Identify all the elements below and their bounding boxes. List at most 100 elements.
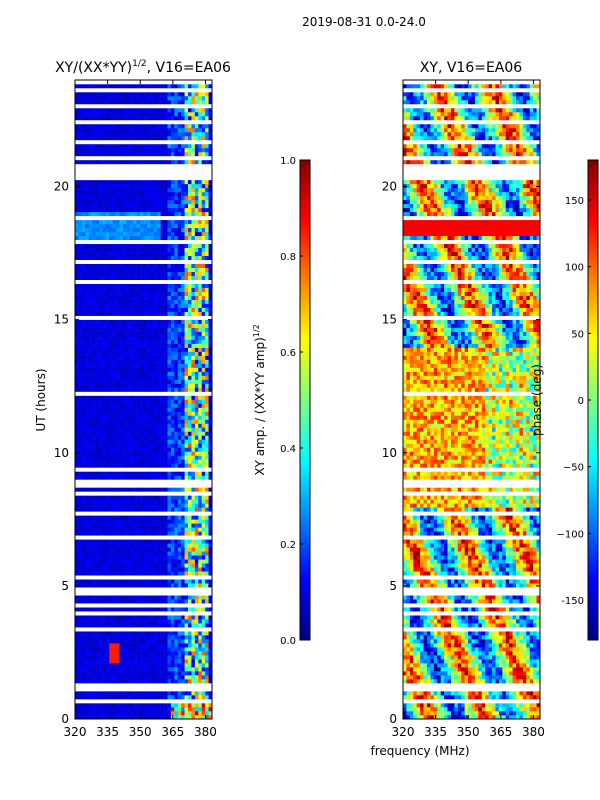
heatmap-cell: [85, 427, 89, 432]
heatmap-cell: [164, 307, 168, 312]
heatmap-cell: [140, 331, 144, 336]
heatmap-cell: [102, 499, 107, 504]
heatmap-cell: [150, 523, 155, 528]
heatmap-cell: [174, 203, 179, 209]
heatmap-cell: [191, 667, 196, 672]
heatmap-cell: [126, 287, 131, 292]
heatmap-cell: [81, 135, 86, 141]
heatmap-cell: [119, 187, 124, 193]
heatmap-cell: [205, 283, 209, 288]
heatmap-cell: [164, 663, 168, 668]
heatmap-cell: [85, 227, 89, 233]
heatmap-cell: [133, 599, 137, 604]
heatmap-cell: [105, 415, 110, 420]
heatmap-cell: [109, 295, 113, 300]
heatmap-cell: [136, 303, 141, 308]
heatmap-cell: [191, 387, 196, 392]
heatmap-cell: [136, 151, 141, 157]
heatmap-cell: [95, 691, 100, 696]
heatmap-cell: [140, 663, 144, 668]
heatmap-cell: [157, 663, 161, 668]
heatmap-cell: [105, 343, 110, 348]
heatmap-cell: [150, 703, 155, 708]
heatmap-cell: [129, 555, 134, 560]
heatmap-cell: [191, 227, 196, 233]
heatmap-cell: [116, 287, 120, 292]
heatmap-cell: [126, 451, 131, 456]
heatmap-cell: [119, 515, 124, 520]
heatmap-cell: [116, 499, 120, 504]
heatmap-cell: [164, 515, 168, 520]
heatmap-cell: [188, 655, 192, 660]
heatmap-cell: [98, 675, 103, 680]
heatmap-cell: [75, 183, 79, 189]
heatmap-cell: [129, 427, 134, 432]
heatmap-cell: [174, 443, 179, 448]
heatmap-cell: [98, 107, 103, 113]
heatmap-cell: [201, 447, 206, 452]
heatmap-cell: [188, 203, 192, 209]
heatmap-cell: [153, 523, 158, 528]
heatmap-cell: [208, 523, 213, 528]
heatmap-cell: [181, 339, 185, 344]
heatmap-cell: [153, 619, 158, 624]
heatmap-cell: [188, 195, 192, 201]
heatmap-cell: [133, 147, 137, 153]
heatmap-cell: [181, 539, 185, 544]
heatmap-cell: [188, 691, 192, 696]
heatmap-cell: [95, 715, 100, 720]
heatmap-cell: [133, 351, 137, 356]
heatmap-cell: [133, 223, 137, 229]
heatmap-cell: [102, 555, 107, 560]
heatmap-cell: [170, 543, 175, 548]
heatmap-cell: [170, 415, 175, 420]
heatmap-cell: [191, 615, 196, 620]
heatmap-cell: [164, 423, 168, 428]
heatmap-cell: [126, 439, 131, 444]
heatmap-cell: [109, 623, 113, 628]
heatmap-cell: [81, 347, 86, 352]
heatmap-cell: [75, 299, 79, 304]
heatmap-cell: [85, 351, 89, 356]
heatmap-cell: [129, 635, 134, 640]
heatmap-cell: [78, 383, 83, 388]
heatmap-cell: [181, 463, 185, 468]
heatmap-cell: [205, 507, 209, 512]
heatmap-cell: [116, 303, 120, 308]
heatmap-cell: [92, 335, 96, 340]
heatmap-cell: [119, 223, 124, 229]
heatmap-cell: [88, 107, 93, 113]
heatmap-cell: [188, 307, 192, 312]
heatmap-cell: [109, 319, 113, 324]
heatmap-cell: [122, 471, 127, 476]
heatmap-cell: [95, 107, 100, 113]
heatmap-cell: [92, 435, 96, 440]
heatmap-cell: [201, 643, 206, 648]
heatmap-cell: [170, 519, 175, 524]
heatmap-cell: [181, 295, 185, 300]
heatmap-cell: [102, 599, 107, 604]
heatmap-cell: [116, 423, 120, 428]
heatmap-cell: [88, 135, 93, 141]
heatmap-cell: [188, 547, 192, 552]
heatmap-cell: [157, 551, 161, 556]
heatmap-cell: [184, 231, 189, 237]
heatmap-cell: [129, 515, 134, 520]
heatmap-cell: [88, 619, 93, 624]
heatmap-cell: [112, 283, 117, 288]
heatmap-cell: [116, 143, 120, 149]
heatmap-cell: [157, 447, 161, 452]
heatmap-cell: [170, 199, 175, 205]
heatmap-cell: [167, 307, 172, 312]
heatmap-cell: [116, 459, 120, 464]
heatmap-cell: [160, 271, 165, 276]
heatmap-cell: [133, 655, 137, 660]
heatmap-cell: [150, 415, 155, 420]
heatmap-cell: [208, 199, 213, 205]
heatmap-cell: [112, 403, 117, 408]
heatmap-cell: [95, 151, 100, 157]
heatmap-cell: [184, 283, 189, 288]
heatmap-cell: [85, 367, 89, 372]
heatmap-cell: [184, 559, 189, 564]
heatmap-cell: [105, 435, 110, 440]
